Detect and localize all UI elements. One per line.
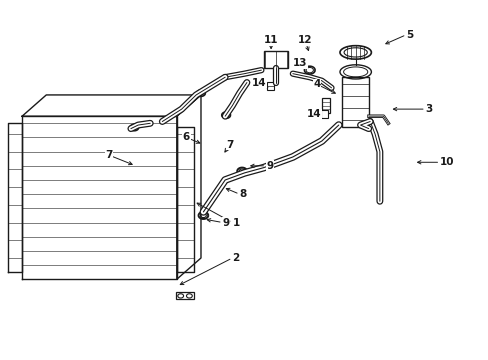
Bar — [342, 77, 368, 127]
Text: 14: 14 — [251, 77, 266, 87]
Text: 4: 4 — [313, 79, 320, 89]
Text: 12: 12 — [297, 35, 311, 45]
Text: 13: 13 — [292, 58, 307, 68]
Text: 14: 14 — [306, 109, 321, 120]
Text: 8: 8 — [239, 189, 246, 199]
Text: 9: 9 — [223, 217, 229, 228]
Text: 6: 6 — [183, 132, 190, 143]
Text: 2: 2 — [232, 253, 239, 263]
Bar — [266, 82, 274, 90]
Text: 3: 3 — [425, 104, 432, 114]
Text: 10: 10 — [439, 157, 454, 167]
Text: 1: 1 — [232, 217, 239, 228]
Text: 9: 9 — [265, 161, 273, 171]
Text: 11: 11 — [264, 35, 278, 45]
Text: 7: 7 — [105, 150, 113, 160]
Bar — [176, 292, 193, 299]
Bar — [321, 98, 329, 113]
Bar — [320, 110, 327, 118]
Text: 5: 5 — [406, 30, 413, 40]
Bar — [264, 51, 287, 68]
Text: 7: 7 — [226, 140, 233, 149]
